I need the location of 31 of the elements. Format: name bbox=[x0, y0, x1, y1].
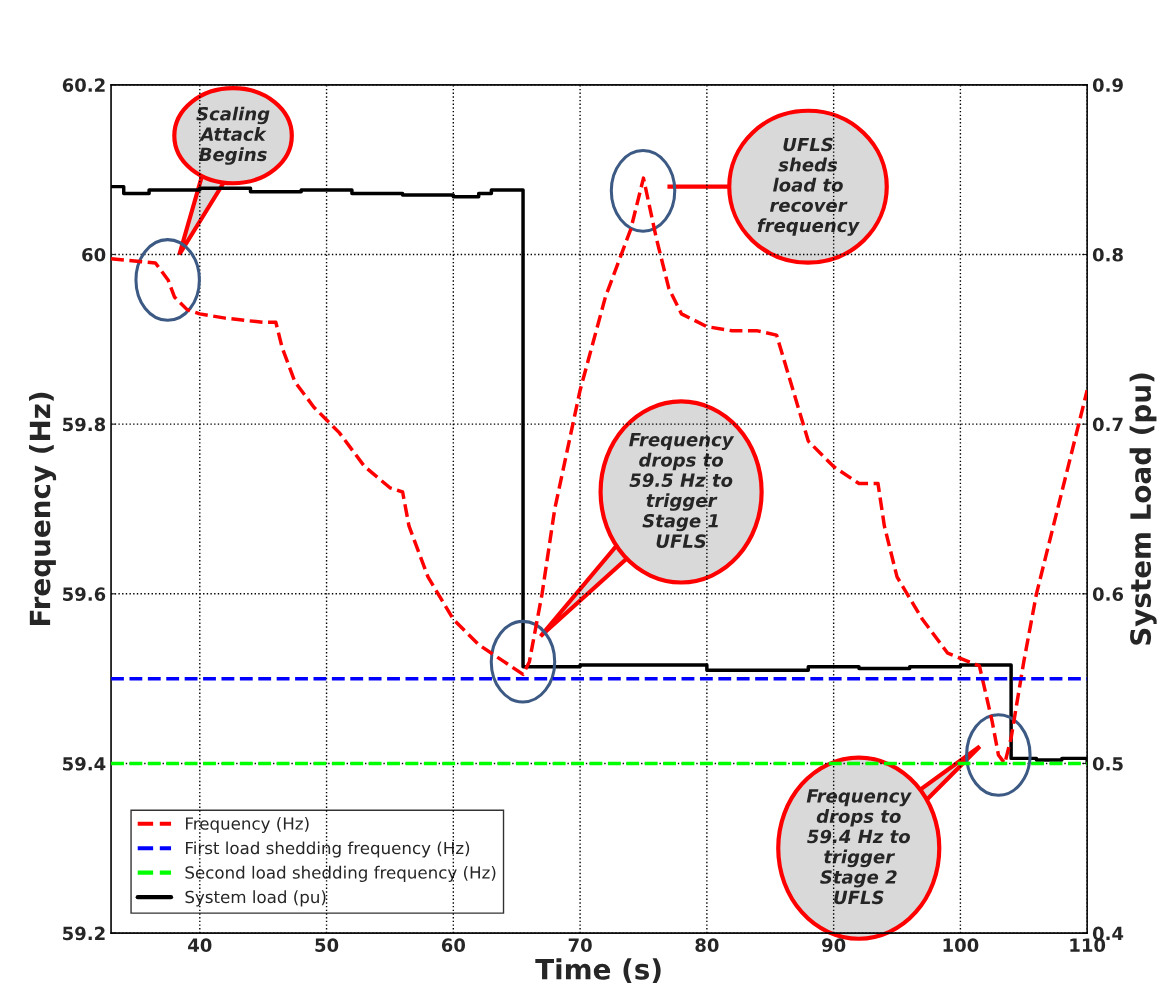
y-tick-label: 59.2 bbox=[63, 926, 105, 941]
annotation: UFLS sheds load to recover frequency bbox=[757, 137, 860, 236]
y2-tick-label: 0.7 bbox=[1092, 417, 1123, 432]
y2-tick-label: 0.6 bbox=[1092, 587, 1124, 601]
x-tick-label: 50 bbox=[315, 938, 339, 952]
x-tick-label: 90 bbox=[822, 938, 846, 952]
y-tick-label: 59.8 bbox=[63, 417, 106, 432]
y-tick-label: 60.2 bbox=[62, 78, 105, 92]
x-tick-label: 110 bbox=[1070, 938, 1106, 952]
y2-tick-label: 0.4 bbox=[1092, 926, 1124, 941]
y-tick-label: 60 bbox=[82, 247, 106, 262]
annotation: Scaling Attack Begins bbox=[196, 106, 270, 165]
y-axis-title: Frequency (Hz) bbox=[29, 392, 57, 625]
legend-label: First load shedding frequency (Hz) bbox=[186, 841, 470, 858]
x-tick-label: 60 bbox=[441, 938, 466, 952]
y2-axis-title: System Load (pu) bbox=[1129, 373, 1157, 645]
annotation: Frequency drops to 59.5 Hz to trigger Stage 1 UFLS bbox=[629, 433, 735, 548]
y-tick-label: 59.6 bbox=[63, 587, 106, 601]
y2-tick-label: 0.9 bbox=[1092, 78, 1123, 92]
legend-label: Second load shedding frequency (Hz) bbox=[185, 865, 496, 882]
y2-tick-label: 0.8 bbox=[1092, 247, 1123, 262]
x-tick-label: 100 bbox=[943, 938, 979, 952]
x-axis-title: Time (s) bbox=[535, 958, 661, 984]
legend-label: Frequency (Hz) bbox=[186, 816, 309, 834]
annotation: Frequency drops to 59.4 Hz to trigger Stage 2 UFLS bbox=[806, 789, 912, 905]
legend-label: System load (pu) bbox=[185, 890, 326, 907]
x-tick-label: 80 bbox=[695, 938, 719, 952]
y2-tick-label: 0.5 bbox=[1092, 756, 1123, 771]
x-tick-label: 40 bbox=[188, 938, 212, 952]
y-tick-label: 59.4 bbox=[63, 756, 106, 771]
x-tick-label: 70 bbox=[568, 938, 592, 952]
